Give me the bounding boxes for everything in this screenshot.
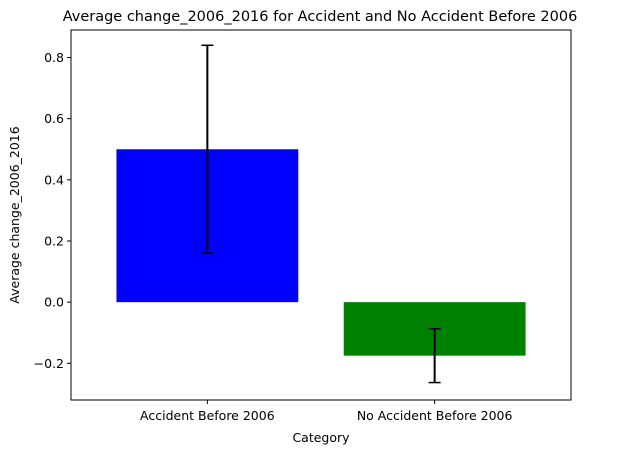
y-tick-label: 0.8 <box>44 50 64 65</box>
x-axis-label: Category <box>292 430 350 445</box>
x-tick-label: No Accident Before 2006 <box>357 408 513 423</box>
y-tick-label: 0.4 <box>44 172 64 187</box>
y-tick-label: 0.2 <box>44 233 64 248</box>
y-axis-label: Average change_2006_2016 <box>7 126 22 303</box>
chart-title: Average change_2006_2016 for Accident an… <box>63 9 578 25</box>
y-tick-label: −0.2 <box>34 356 64 371</box>
plot-frame <box>70 29 572 401</box>
y-tick-label: 0.0 <box>44 295 64 310</box>
x-tick-label: Accident Before 2006 <box>140 408 275 423</box>
y-tick-label: 0.6 <box>44 111 64 126</box>
